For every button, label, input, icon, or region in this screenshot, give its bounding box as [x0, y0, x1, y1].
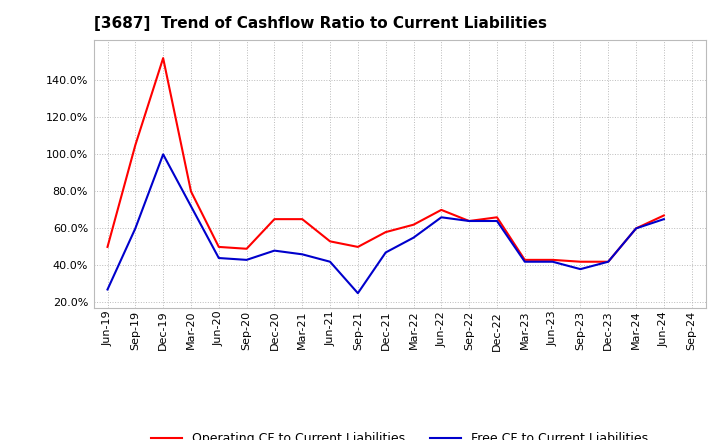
Operating CF to Current Liabilities: [131, 143, 140, 148]
Free CF to Current Liabilities: [576, 267, 585, 272]
Operating CF to Current Liabilities: [325, 239, 334, 244]
Operating CF to Current Liabilities: [409, 222, 418, 227]
Free CF to Current Liabilities: [660, 216, 668, 222]
Operating CF to Current Liabilities: [576, 259, 585, 264]
Operating CF to Current Liabilities: [437, 207, 446, 213]
Free CF to Current Liabilities: [215, 255, 223, 260]
Free CF to Current Liabilities: [103, 287, 112, 292]
Free CF to Current Liabilities: [242, 257, 251, 263]
Legend: Operating CF to Current Liabilities, Free CF to Current Liabilities: Operating CF to Current Liabilities, Fre…: [145, 427, 654, 440]
Free CF to Current Liabilities: [492, 218, 501, 224]
Free CF to Current Liabilities: [437, 215, 446, 220]
Free CF to Current Liabilities: [159, 152, 168, 157]
Operating CF to Current Liabilities: [270, 216, 279, 222]
Line: Operating CF to Current Liabilities: Operating CF to Current Liabilities: [107, 58, 664, 262]
Operating CF to Current Liabilities: [298, 216, 307, 222]
Free CF to Current Liabilities: [549, 259, 557, 264]
Free CF to Current Liabilities: [298, 252, 307, 257]
Free CF to Current Liabilities: [604, 259, 613, 264]
Operating CF to Current Liabilities: [631, 226, 640, 231]
Operating CF to Current Liabilities: [465, 218, 474, 224]
Operating CF to Current Liabilities: [354, 244, 362, 249]
Operating CF to Current Liabilities: [215, 244, 223, 249]
Operating CF to Current Liabilities: [382, 230, 390, 235]
Operating CF to Current Liabilities: [549, 257, 557, 263]
Free CF to Current Liabilities: [382, 250, 390, 255]
Operating CF to Current Liabilities: [604, 259, 613, 264]
Operating CF to Current Liabilities: [660, 213, 668, 218]
Operating CF to Current Liabilities: [242, 246, 251, 251]
Free CF to Current Liabilities: [131, 226, 140, 231]
Free CF to Current Liabilities: [325, 259, 334, 264]
Operating CF to Current Liabilities: [103, 244, 112, 249]
Text: [3687]  Trend of Cashflow Ratio to Current Liabilities: [3687] Trend of Cashflow Ratio to Curren…: [94, 16, 546, 32]
Operating CF to Current Liabilities: [186, 189, 195, 194]
Line: Free CF to Current Liabilities: Free CF to Current Liabilities: [107, 154, 664, 293]
Free CF to Current Liabilities: [409, 235, 418, 240]
Free CF to Current Liabilities: [186, 204, 195, 209]
Free CF to Current Liabilities: [631, 226, 640, 231]
Operating CF to Current Liabilities: [159, 55, 168, 61]
Free CF to Current Liabilities: [521, 259, 529, 264]
Operating CF to Current Liabilities: [492, 215, 501, 220]
Free CF to Current Liabilities: [465, 218, 474, 224]
Free CF to Current Liabilities: [270, 248, 279, 253]
Operating CF to Current Liabilities: [521, 257, 529, 263]
Free CF to Current Liabilities: [354, 290, 362, 296]
